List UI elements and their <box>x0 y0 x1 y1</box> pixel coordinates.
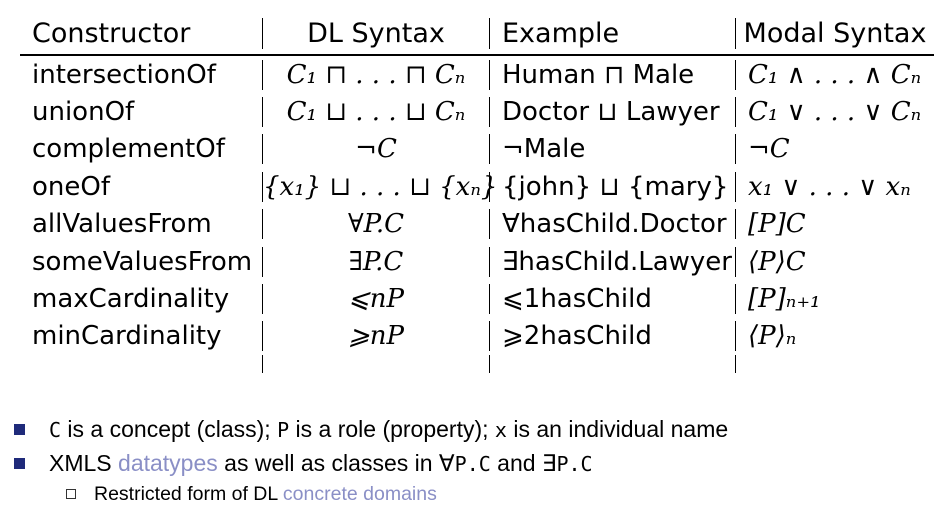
constructor-cell: maxCardinality <box>32 284 230 315</box>
header-example: Example <box>489 17 735 49</box>
dl-syntax-cell: C₁ ⊔ . . . ⊔ Cₙ <box>262 97 489 128</box>
dl-syntax-cell: ⩽nP <box>262 284 489 315</box>
constructor-cell: unionOf <box>32 97 135 128</box>
tail-spacer <box>20 355 262 373</box>
bullet-text-part: is an individual name <box>506 415 729 442</box>
sub-bullet-item: Restricted form of DL concrete domains <box>14 480 934 508</box>
constructor-cell: complementOf <box>32 134 225 165</box>
example-cell: ⩾2hasChild <box>489 321 735 352</box>
dl-syntax-cell: {x₁} ⊔ . . . ⊔ {xₙ} <box>262 171 498 202</box>
modal-syntax-cell: x₁ ∨ . . . ∨ xₙ <box>735 171 934 202</box>
dl-syntax-cell: ¬C <box>262 134 489 165</box>
modal-syntax-cell: [P]C <box>735 209 934 240</box>
example-cell: ⩽1hasChild <box>489 284 735 315</box>
table-row: unionOf C₁ ⊔ . . . ⊔ Cₙ Doctor ⊔ Lawyer … <box>20 93 934 130</box>
tail-spacer <box>262 355 489 374</box>
table-tail <box>20 355 934 374</box>
individual-symbol: x <box>494 417 507 442</box>
role-symbol: P <box>277 417 290 442</box>
table-row: complementOf ¬C ¬Male ¬C <box>20 131 934 168</box>
modal-syntax-cell: C₁ ∧ . . . ∧ Cₙ <box>735 59 934 90</box>
example-cell: Doctor ⊔ Lawyer <box>489 97 735 128</box>
header-modal-syntax: Modal Syntax <box>735 17 934 49</box>
bullet-item: XMLS datatypes as well as classes in ∀P.… <box>14 446 934 480</box>
hollow-square-bullet-icon <box>66 489 76 499</box>
bullet-text: XMLS datatypes as well as classes in ∀P.… <box>49 450 593 477</box>
tail-spacer <box>735 355 934 374</box>
modal-syntax-cell: ⟨P⟩ₙ <box>735 321 934 352</box>
constructor-cell: intersectionOf <box>32 59 216 90</box>
example-cell: ¬Male <box>489 134 735 165</box>
dl-syntax-cell: ∃P.C <box>262 246 489 277</box>
table-row: intersectionOf C₁ ⊓ . . . ⊓ Cₙ Human ⊓ M… <box>20 56 934 93</box>
bullet-item: C is a concept (class); P is a role (pro… <box>14 412 934 446</box>
bullet-text: C is a concept (class); P is a role (pro… <box>49 416 728 443</box>
header-dl-syntax: DL Syntax <box>262 17 489 49</box>
modal-syntax-cell: [P]ₙ₊₁ <box>735 284 934 315</box>
constructor-cell: someValuesFrom <box>32 246 253 277</box>
datatypes-link[interactable]: datatypes <box>118 449 218 476</box>
code-expression: P.C <box>454 451 491 476</box>
sub-bullet-text-part: Restricted form of DL <box>94 482 283 505</box>
constructor-cell: oneOf <box>32 171 110 202</box>
example-cell: ∀hasChild.Doctor <box>489 209 735 240</box>
concrete-domains-link[interactable]: concrete domains <box>282 482 437 505</box>
bullet-text-part: as well as classes in ∀ <box>217 449 455 476</box>
table-row: someValuesFrom ∃P.C ∃hasChild.Lawyer ⟨P⟩… <box>20 243 934 280</box>
constructor-table: Constructor DL Syntax Example Modal Synt… <box>20 12 934 374</box>
dl-syntax-cell: ⩾nP <box>262 321 489 352</box>
modal-syntax-cell: ¬C <box>735 134 934 165</box>
modal-syntax-cell: ⟨P⟩C <box>735 246 934 277</box>
bullet-text-part: is a concept (class); <box>61 415 278 442</box>
code-expression: P.C <box>556 451 593 476</box>
table-row: minCardinality ⩾nP ⩾2hasChild ⟨P⟩ₙ <box>20 318 934 355</box>
dl-syntax-cell: ∀P.C <box>262 209 489 240</box>
constructor-cell: minCardinality <box>32 321 222 352</box>
dl-syntax-cell: C₁ ⊓ . . . ⊓ Cₙ <box>262 59 489 90</box>
example-cell: ∃hasChild.Lawyer <box>489 246 735 277</box>
concept-symbol: C <box>49 417 62 442</box>
sub-bullet-text: Restricted form of DL concrete domains <box>94 483 437 506</box>
table-header: Constructor DL Syntax Example Modal Synt… <box>20 12 934 56</box>
table-row: maxCardinality ⩽nP ⩽1hasChild [P]ₙ₊₁ <box>20 280 934 317</box>
example-cell: {john} ⊔ {mary} <box>489 171 735 202</box>
example-cell: Human ⊓ Male <box>489 59 735 90</box>
table-row: oneOf {x₁} ⊔ . . . ⊔ {xₙ} {john} ⊔ {mary… <box>20 168 934 205</box>
bullet-text-part: XMLS <box>49 449 119 476</box>
modal-syntax-cell: C₁ ∨ . . . ∨ Cₙ <box>735 97 934 128</box>
filled-square-bullet-icon <box>14 457 25 469</box>
header-constructor: Constructor <box>32 17 191 49</box>
bullet-text-part: and ∃ <box>490 449 557 476</box>
bullet-list: C is a concept (class); P is a role (pro… <box>14 412 934 508</box>
constructor-cell: allValuesFrom <box>32 209 212 240</box>
table-row: allValuesFrom ∀P.C ∀hasChild.Doctor [P]C <box>20 206 934 243</box>
tail-spacer <box>489 355 735 374</box>
bullet-text-part: is a role (property); <box>289 415 495 442</box>
filled-square-bullet-icon <box>14 423 25 435</box>
